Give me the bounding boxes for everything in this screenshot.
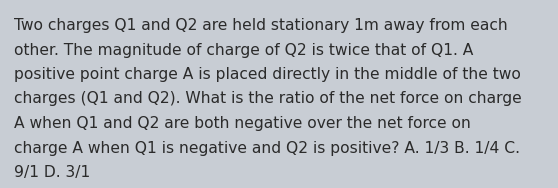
Text: Two charges Q1 and Q2 are held stationary 1m away from each: Two charges Q1 and Q2 are held stationar…: [14, 18, 508, 33]
Text: charge A when Q1 is negative and Q2 is positive? A. 1/3 B. 1/4 C.: charge A when Q1 is negative and Q2 is p…: [14, 140, 520, 155]
Text: 9/1 D. 3/1: 9/1 D. 3/1: [14, 165, 90, 180]
Text: positive point charge A is placed directly in the middle of the two: positive point charge A is placed direct…: [14, 67, 521, 82]
Text: A when Q1 and Q2 are both negative over the net force on: A when Q1 and Q2 are both negative over …: [14, 116, 471, 131]
Text: charges (Q1 and Q2). What is the ratio of the net force on charge: charges (Q1 and Q2). What is the ratio o…: [14, 92, 522, 106]
Text: other. The magnitude of charge of Q2 is twice that of Q1. A: other. The magnitude of charge of Q2 is …: [14, 42, 473, 58]
